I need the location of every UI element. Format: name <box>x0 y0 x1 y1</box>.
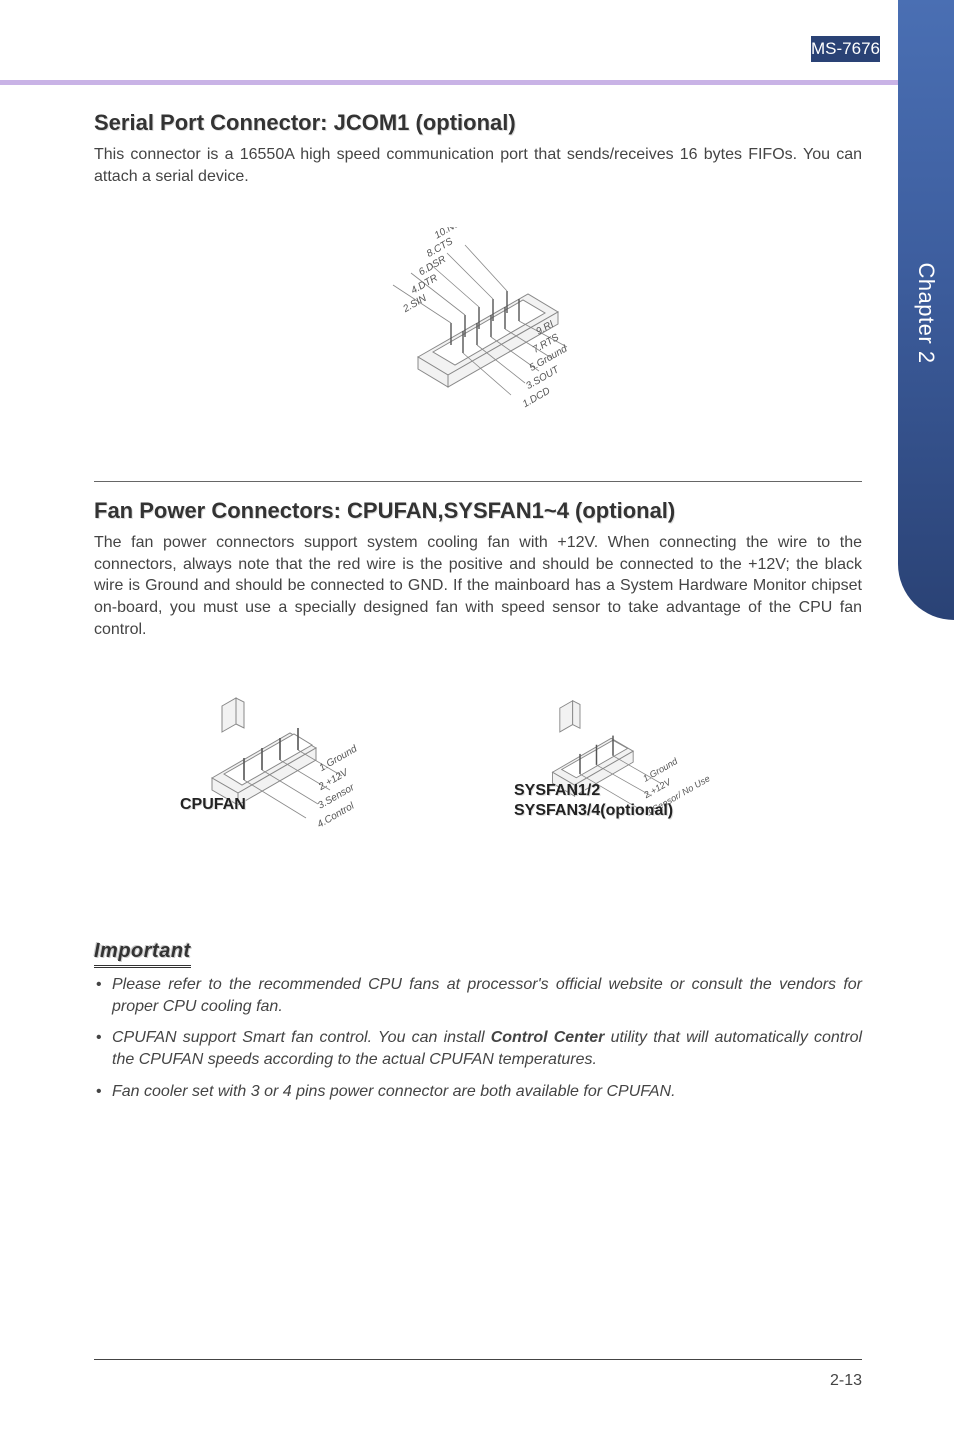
important-item: Please refer to the recommended CPU fans… <box>94 974 862 1017</box>
section1-title: Serial Port Connector: JCOM1 (optional) <box>94 110 862 136</box>
pin-label: 10.No Pin <box>433 227 477 241</box>
header-divider <box>0 80 898 85</box>
cpufan-block: 1.Ground 2.+12V 3.Sensor 4.Control CPUFA… <box>184 668 444 843</box>
section2-body: The fan power connectors support system … <box>94 532 862 640</box>
sysfan-label-1: SYSFAN1/2 <box>514 781 673 801</box>
sysfan-block: 1.Ground 2.+12V 3.Sensor/ No Use SYSFAN1… <box>514 668 834 843</box>
section2-title: Fan Power Connectors: CPUFAN,SYSFAN1~4 (… <box>94 498 862 524</box>
pin-label: 1.DCD <box>521 386 552 411</box>
pin-label: 1.Ground <box>318 744 360 775</box>
important-text: Please refer to the recommended CPU fans… <box>112 976 862 1015</box>
cpufan-label: CPUFAN <box>180 796 246 814</box>
section1-body: This connector is a 16550A high speed co… <box>94 144 862 187</box>
important-prefix: CPUFAN support Smart fan control. You ca… <box>112 1029 491 1046</box>
footer-divider <box>94 1359 862 1360</box>
sysfan-label-2: SYSFAN3/4(optional) <box>514 801 673 821</box>
sysfan-labels: SYSFAN1/2 SYSFAN3/4(optional) <box>514 781 673 821</box>
important-item: CPUFAN support Smart fan control. You ca… <box>94 1027 862 1070</box>
important-heading: Important <box>94 940 191 968</box>
page-number: 2-13 <box>830 1372 862 1390</box>
chapter-side-label: Chapter 2 <box>913 262 939 363</box>
model-number: MS-7676 <box>811 36 880 62</box>
serial-connector-diagram: 10.No Pin 8.CTS 6.DSR 4.DTR 2.SIN 9.RI 7… <box>94 207 862 447</box>
important-text: Fan cooler set with 3 or 4 pins power co… <box>112 1083 676 1100</box>
pin-label: 1.Ground <box>641 756 680 784</box>
serial-connector-svg: 10.No Pin 8.CTS 6.DSR 4.DTR 2.SIN 9.RI 7… <box>343 227 613 427</box>
important-bold: Control Center <box>491 1029 605 1046</box>
page-content: Serial Port Connector: JCOM1 (optional) … <box>94 110 862 1112</box>
important-list: Please refer to the recommended CPU fans… <box>94 974 862 1102</box>
important-item: Fan cooler set with 3 or 4 pins power co… <box>94 1081 862 1103</box>
chapter-side-tab: Chapter 2 <box>898 0 954 620</box>
fan-connectors-diagram: 1.Ground 2.+12V 3.Sensor 4.Control CPUFA… <box>94 668 862 908</box>
section-divider <box>94 481 862 482</box>
